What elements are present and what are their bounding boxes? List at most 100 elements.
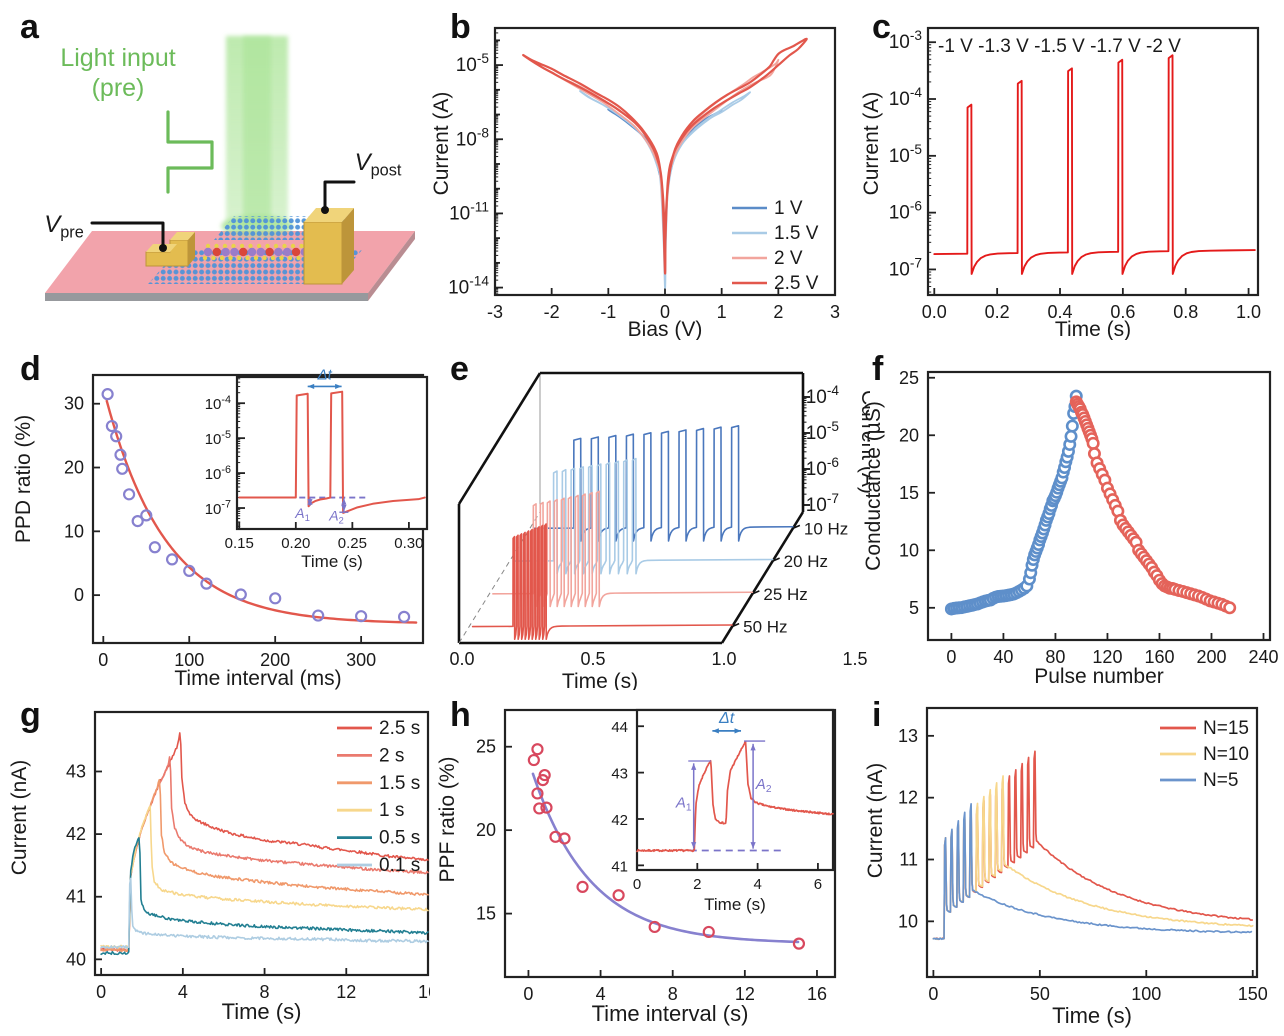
svg-text:10: 10: [898, 911, 918, 931]
panel-c: 0.0 0.2 0.4 0.6 0.8 1.0 10-7 10-6 10-5 10-4 10-3 Ti…: [860, 0, 1284, 341]
memory-plot: 0 50 100 150 10 11 12 13 Time (s) Current (nA) N=1…: [864, 706, 1268, 1028]
panel-letter-c: c: [872, 8, 891, 46]
svg-text:100: 100: [174, 650, 204, 670]
svg-text:12: 12: [336, 982, 356, 1002]
svg-text:Light input: Light input: [60, 44, 175, 72]
svg-text:PPD ratio (%): PPD ratio (%): [12, 415, 35, 543]
inset-trace: [238, 390, 426, 514]
spike-series: [933, 54, 1256, 275]
svg-text:Time interval (s): Time interval (s): [592, 1001, 749, 1026]
svg-text:44: 44: [611, 719, 628, 736]
series-N=5: [932, 803, 1253, 941]
svg-text:4: 4: [753, 876, 761, 893]
svg-text:0: 0: [928, 984, 938, 1004]
svg-text:10-6: 10-6: [205, 464, 231, 483]
svg-text:43: 43: [611, 766, 628, 783]
svg-text:10-4: 10-4: [806, 383, 840, 408]
svg-text:1.5: 1.5: [842, 649, 867, 669]
legend: 2.5 s 2 s 1.5 s 1 s 0.5 s 0.1 s: [337, 718, 420, 876]
svg-text:120: 120: [1092, 647, 1122, 667]
device-schematic: Vpre Vpost Light input(pre): [44, 36, 415, 301]
svg-text:13: 13: [898, 726, 918, 746]
svg-text:10-6: 10-6: [806, 455, 839, 480]
svg-text:1.5 V: 1.5 V: [774, 223, 819, 244]
panel-e: 10-4 10-5 10-6 10-7 Current (A) 0.0 0.5 1.0 1.5 T…: [430, 340, 880, 693]
svg-text:PPF ratio (%): PPF ratio (%): [436, 756, 459, 882]
svg-text:Vpre: Vpre: [44, 211, 84, 241]
series-2.5 V: [522, 37, 808, 275]
panel-letter-i: i: [872, 696, 882, 734]
svg-text:Current (nA): Current (nA): [8, 760, 31, 876]
panel-a-diagram: Vpre Vpost Light input(pre): [44, 36, 415, 301]
svg-text:Time (s): Time (s): [301, 552, 363, 571]
svg-text:0.15: 0.15: [225, 535, 254, 552]
series-potentiation: [944, 389, 1083, 616]
svg-text:2 s: 2 s: [379, 745, 404, 766]
panel-d: 0 100 200 300 0 10 20 30 Time interval (ms) PPD r…: [0, 213, 430, 690]
svg-text:42: 42: [66, 824, 86, 844]
panel-letter-b: b: [450, 8, 471, 46]
svg-text:12: 12: [898, 788, 918, 808]
svg-text:10-4: 10-4: [205, 394, 231, 413]
svg-text:0.1 s: 0.1 s: [379, 855, 420, 876]
svg-text:2 V: 2 V: [774, 248, 803, 269]
svg-text:10-14: 10-14: [448, 274, 489, 299]
svg-text:0.5: 0.5: [580, 649, 605, 669]
wires: [90, 180, 356, 252]
svg-text:0.30: 0.30: [394, 535, 423, 552]
svg-text:Time (s): Time (s): [1052, 1003, 1132, 1028]
iv-plot: -3 -2 -1 0 1 2 3 10-14 10-11 10-8 10-5 Bias (V) Curr…: [430, 26, 840, 341]
svg-text:10: 10: [64, 521, 84, 541]
svg-text:0: 0: [96, 982, 106, 1002]
molecule-layer: [202, 243, 321, 261]
svg-text:100: 100: [1131, 984, 1161, 1004]
svg-text:-2: -2: [544, 302, 560, 322]
panel-c-chart: 0.0 0.2 0.4 0.6 0.8 1.0 10-7 10-6 10-5 10-4 10-3 Ti…: [860, 26, 1261, 341]
svg-text:1.0: 1.0: [711, 649, 736, 669]
svg-text:N=5: N=5: [1203, 770, 1238, 791]
svg-text:42: 42: [611, 812, 628, 829]
svg-text:0.0: 0.0: [922, 302, 947, 322]
row-50 Hz: [471, 523, 733, 641]
ppd-plot: 0 100 200 300 0 10 20 30 Time interval (ms) PPD r…: [12, 373, 425, 690]
svg-text:5: 5: [909, 598, 919, 618]
svg-text:-1 V -1.3 V -1.5 V -1.7 V -2 V: -1 V -1.3 V -1.5 V -1.7 V -2 V: [938, 36, 1181, 57]
svg-text:10-7: 10-7: [205, 499, 231, 518]
svg-text:Time interval (ms): Time interval (ms): [174, 667, 341, 690]
svg-text:8: 8: [668, 984, 678, 1004]
data-points: [101, 388, 411, 623]
svg-text:200: 200: [1196, 647, 1226, 667]
svg-text:4: 4: [596, 984, 606, 1004]
svg-text:20: 20: [476, 820, 496, 840]
svg-text:10 Hz: 10 Hz: [804, 519, 848, 538]
svg-text:2: 2: [773, 302, 783, 322]
svg-text:Time (s): Time (s): [704, 895, 766, 914]
svg-text:10-11: 10-11: [449, 199, 489, 224]
panel-a: Vpre Vpost Light input (pre): [0, 0, 430, 340]
svg-text:1 s: 1 s: [379, 800, 404, 821]
svg-text:10-7: 10-7: [806, 491, 839, 516]
svg-text:1 V: 1 V: [774, 198, 803, 219]
panel-b: -3 -2 -1 0 1 2 3 10-14 10-11 10-8 10-5 Bias (V) Curr…: [430, 0, 860, 341]
svg-text:10-3: 10-3: [889, 28, 922, 53]
data-points: [527, 743, 806, 950]
svg-text:40: 40: [66, 949, 86, 969]
panel-i: 0 50 100 150 10 11 12 13 Time (s) Current (nA) N=1…: [860, 690, 1284, 1036]
svg-text:0.6: 0.6: [1110, 302, 1135, 322]
svg-text:25 Hz: 25 Hz: [763, 585, 807, 604]
svg-text:80: 80: [1045, 647, 1065, 667]
panel-f: 0 40 80 120 160 200 240 5 10 15 20 25 Pulse number Co…: [860, 340, 1284, 690]
svg-text:0: 0: [633, 876, 641, 893]
svg-text:0: 0: [660, 302, 670, 322]
svg-text:0: 0: [946, 647, 956, 667]
svg-text:16: 16: [418, 982, 430, 1002]
svg-text:16: 16: [807, 984, 827, 1004]
series-0.1 s: [100, 877, 429, 949]
svg-text:41: 41: [611, 858, 628, 875]
legend: 1 V 1.5 V 2 V 2.5 V: [732, 198, 819, 294]
svg-text:Current (A): Current (A): [430, 92, 453, 196]
